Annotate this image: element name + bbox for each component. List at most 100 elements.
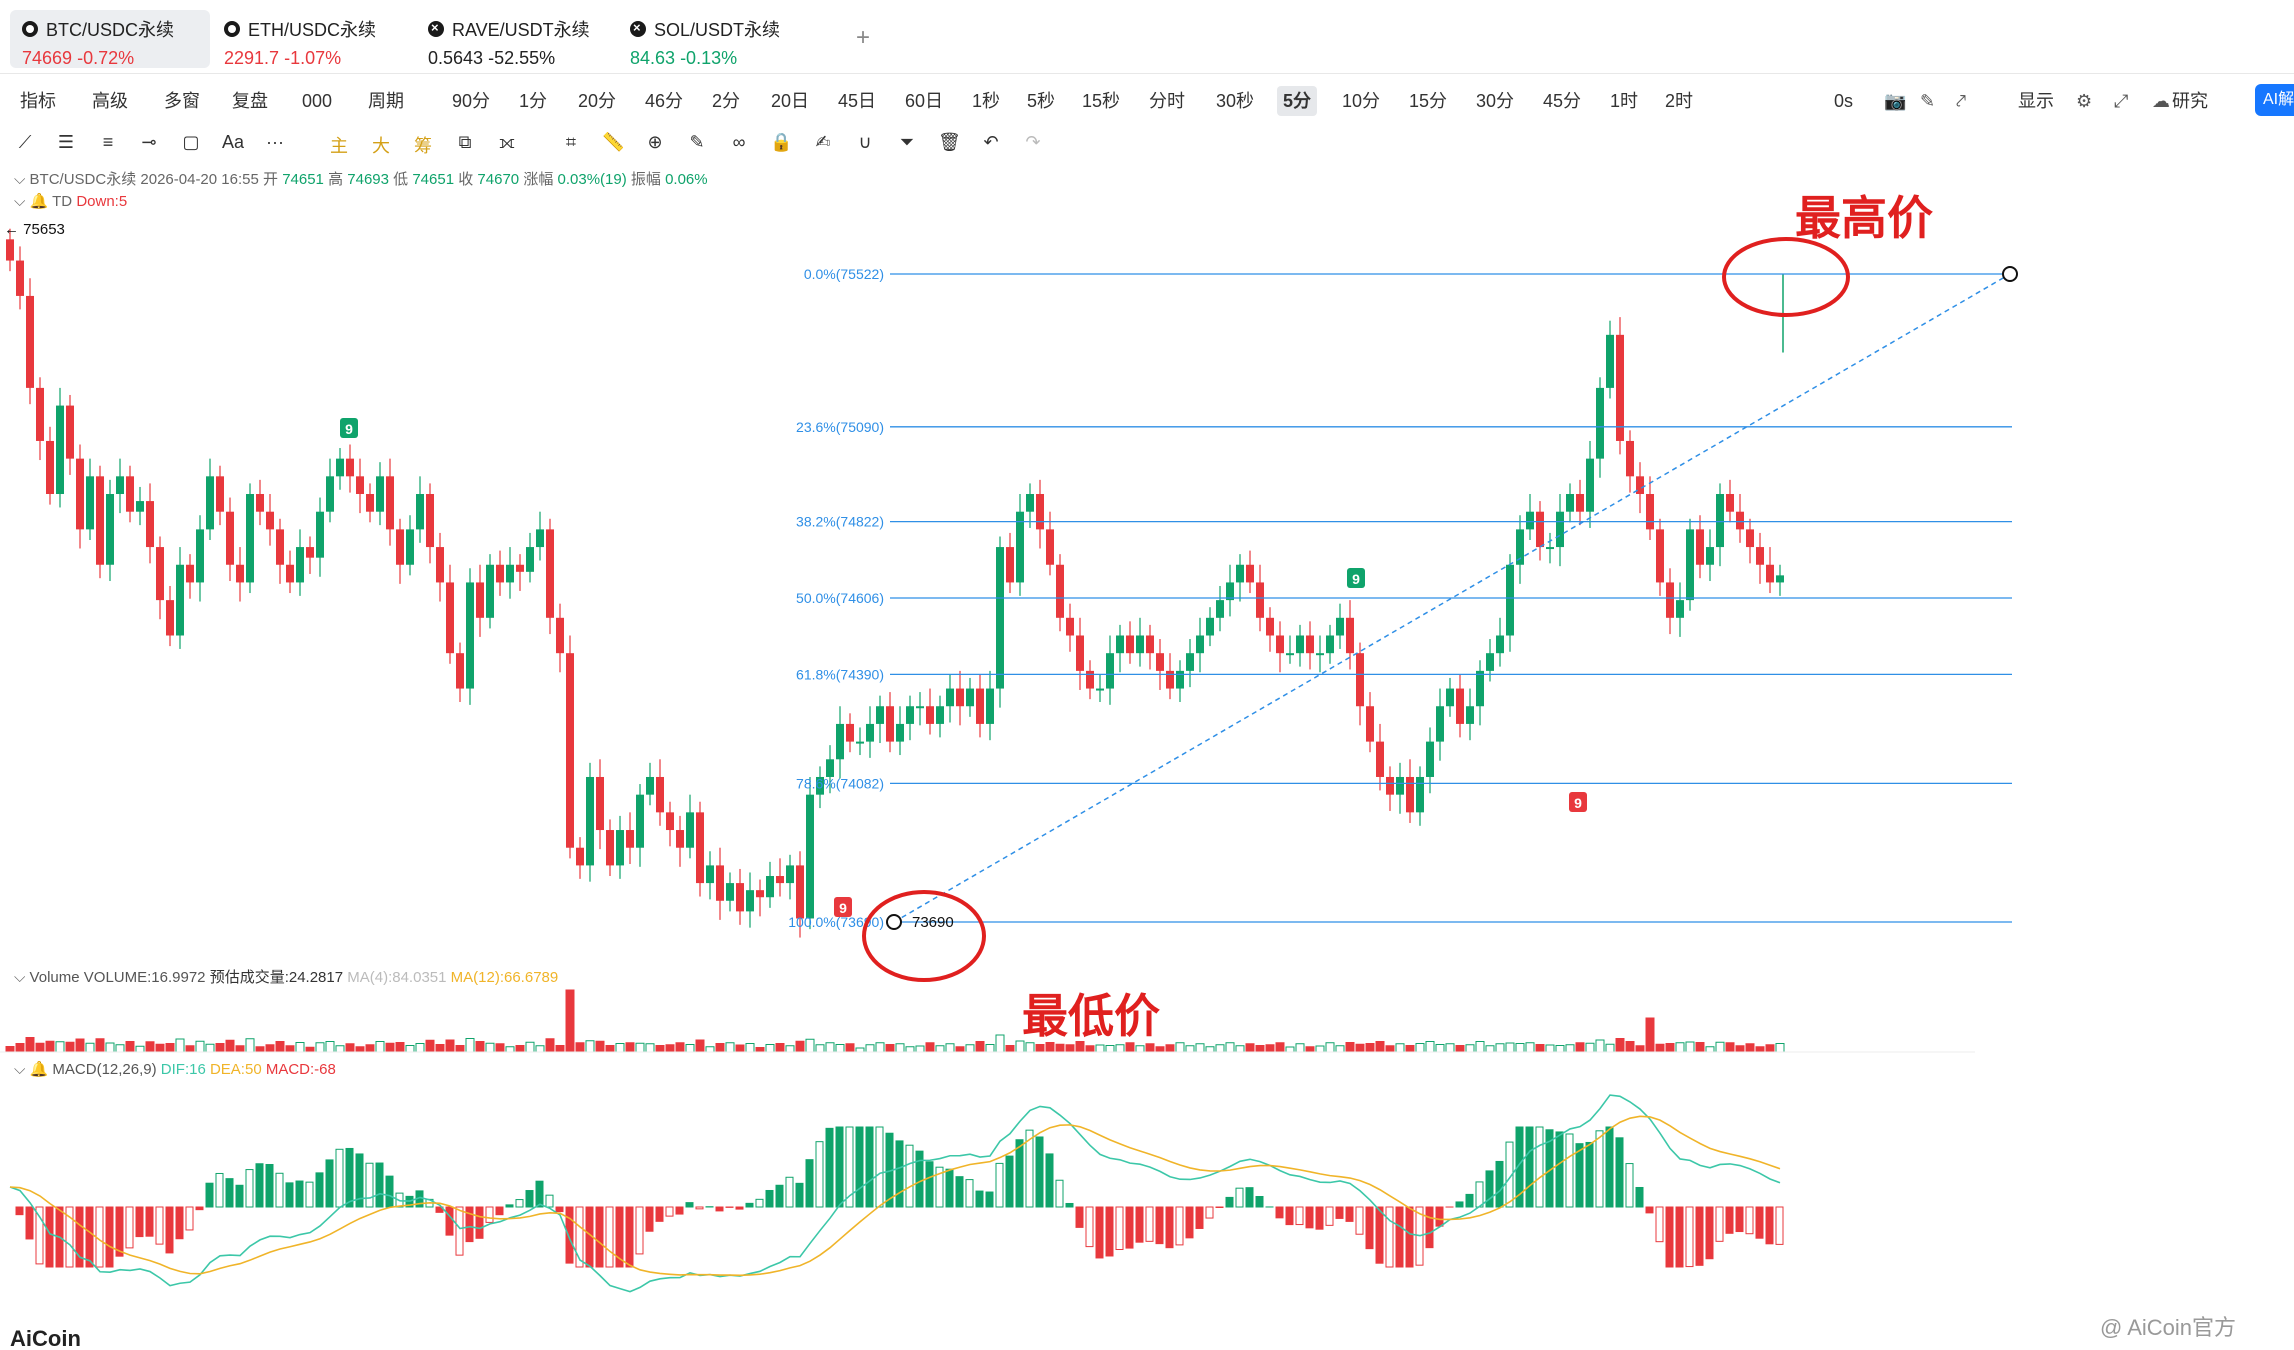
zoom-icon[interactable]: ⊕ (647, 132, 663, 152)
settings-icon[interactable]: ⚙ (2076, 91, 2093, 111)
interval-tab[interactable]: 60日 (905, 91, 944, 111)
display-button[interactable]: 显示 (2018, 91, 2054, 111)
toolbar-1-button[interactable]: 指标 (20, 91, 56, 111)
macd-histogram-bar (1025, 1129, 1034, 1208)
more-tools-icon[interactable]: ··· (266, 132, 284, 152)
candle-body (1376, 741, 1384, 777)
interval-tab[interactable]: 5秒 (1027, 91, 1056, 111)
collapse-icon[interactable]: ⌵ (14, 969, 26, 986)
macd-histogram-bar (1435, 1206, 1444, 1227)
share-icon[interactable]: ⤤ (1956, 91, 1967, 111)
main-chart-toggle[interactable]: 主 (330, 136, 348, 156)
add-tab-button[interactable]: + (856, 24, 871, 51)
candle-body (896, 723, 904, 742)
camera-icon[interactable]: 📷 (1884, 91, 1907, 111)
fib-level-label: 100.0%(73690) (788, 914, 884, 930)
text-tool-icon[interactable]: Aa (222, 132, 245, 152)
chip-distribution-toggle[interactable]: 筹 (414, 136, 432, 156)
interval-tab[interactable]: 2时 (1665, 91, 1694, 111)
toolbar-2-button[interactable]: 高级 (92, 91, 128, 111)
brush-icon[interactable]: ✎ (689, 132, 705, 152)
rectangle-icon[interactable]: ▢ (182, 132, 200, 152)
ticker-tab[interactable]: BTC/USDC永续 74669 -0.72% (10, 10, 210, 68)
interval-tab[interactable]: 1分 (519, 91, 548, 111)
filter-icon[interactable]: ⏷ (899, 132, 915, 152)
macd-histogram-bar (765, 1189, 774, 1208)
horizontal-lines-icon[interactable]: ≡ (102, 132, 114, 152)
trash-icon[interactable]: 🗑 (938, 132, 961, 152)
parallel-lines-icon[interactable]: ☰ (57, 132, 75, 152)
candle-body (1026, 494, 1034, 512)
bell-icon[interactable]: 🔔 (29, 1061, 49, 1078)
link-icon[interactable]: ∞ (732, 132, 746, 152)
collapse-icon[interactable]: ⌵ (14, 193, 26, 210)
volume-bar (1255, 1045, 1265, 1053)
trendline-icon[interactable]: ⟋ (18, 132, 32, 152)
lock-icon[interactable]: 🔒 (770, 132, 793, 152)
ruler-icon[interactable]: 📏 (602, 132, 625, 152)
candle-body (886, 706, 894, 742)
interval-tab[interactable]: 90分 (452, 91, 491, 111)
compare-icon[interactable]: ⧉ (458, 132, 472, 152)
fullscreen-icon[interactable]: ⤢ (2114, 91, 2129, 111)
volume-bar (465, 1038, 475, 1053)
ticker-tab[interactable]: RAVE/USDT永续 0.5643 -52.55% (416, 10, 606, 68)
interval-tab[interactable]: 2分 (712, 91, 741, 111)
candle-body (76, 458, 84, 530)
ai-button[interactable]: AI解 (2255, 84, 2294, 116)
countdown-label[interactable]: 0s (1834, 91, 1854, 111)
pen-icon[interactable]: ✎ (1920, 91, 1936, 111)
candle-body (66, 405, 74, 459)
volume-bar (1275, 1042, 1285, 1053)
interval-tab[interactable]: 分时 (1149, 91, 1185, 111)
horizontal-ray-icon[interactable]: ⊸ (141, 132, 157, 152)
ticker-tab[interactable]: ETH/USDC永续 2291.7 -1.07% (212, 10, 402, 68)
interval-tab[interactable]: 46分 (645, 91, 684, 111)
ticker-price: 84.63 (630, 48, 676, 68)
interval-tab[interactable]: 15分 (1409, 91, 1448, 111)
interval-tab[interactable]: 20分 (578, 91, 617, 111)
candle-body (1196, 635, 1204, 654)
macd-histogram-bar (605, 1206, 614, 1268)
interval-tab[interactable]: 45分 (1543, 91, 1582, 111)
candle-body (326, 476, 334, 512)
interval-tab[interactable]: 30秒 (1216, 91, 1255, 111)
volume-bar (1515, 1043, 1525, 1053)
interval-tab[interactable]: 1时 (1610, 91, 1639, 111)
ticker-tab[interactable]: SOL/USDT永续 84.63 -0.13% (618, 10, 808, 68)
research-button[interactable]: 研究 (2172, 91, 2208, 111)
bell-icon[interactable]: 🔔 (29, 193, 49, 210)
interval-tab[interactable]: 45日 (838, 91, 877, 111)
interval-tab[interactable]: 15秒 (1082, 91, 1121, 111)
cloud-icon[interactable]: ☁ (2152, 91, 2170, 111)
volume-bar (1725, 1042, 1735, 1053)
undo-icon[interactable]: ↶ (983, 132, 999, 152)
redo-icon[interactable]: ↷ (1025, 132, 1041, 152)
candle-body (336, 458, 344, 477)
interval-tab[interactable]: 30分 (1476, 91, 1515, 111)
macd-histogram-bar (1715, 1206, 1724, 1242)
toolbar-4-button[interactable]: 复盘 (232, 91, 268, 111)
magnet-icon[interactable]: ∪ (858, 132, 872, 152)
amp-label: 振幅 (630, 171, 661, 188)
macd-histogram-bar (335, 1148, 344, 1208)
interval-tab[interactable]: 5分 (1277, 86, 1318, 116)
period-dropdown[interactable]: 周期 (368, 91, 404, 111)
interval-tab[interactable]: 1秒 (972, 91, 1001, 111)
crop-icon[interactable]: ⌗ (565, 132, 577, 152)
macd-histogram-bar (85, 1206, 94, 1268)
toolbar-3-button[interactable]: 多窗 (164, 91, 200, 111)
edit-icon[interactable]: ✍ (815, 132, 831, 152)
candle-body (96, 476, 104, 565)
collapse-icon[interactable]: ⌵ (14, 171, 26, 188)
interval-tab[interactable]: 10分 (1342, 91, 1381, 111)
candle-body (1706, 547, 1714, 565)
volume-bar (755, 1047, 765, 1053)
volume-bar (325, 1041, 335, 1053)
toolbar-5-button[interactable]: 000 (302, 91, 333, 111)
indicator-plus-icon[interactable]: ⟗ (499, 132, 515, 152)
interval-tab[interactable]: 20日 (771, 91, 810, 111)
big-order-toggle[interactable]: 大 (372, 136, 390, 156)
collapse-icon[interactable]: ⌵ (14, 1061, 26, 1078)
